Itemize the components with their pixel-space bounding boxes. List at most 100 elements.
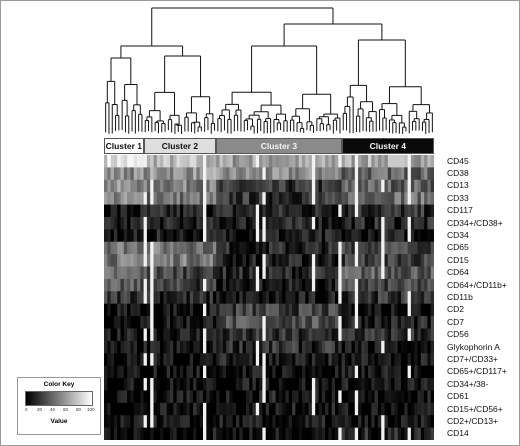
heatmap-cell [321,365,326,379]
heatmap-cell [384,204,389,218]
heatmap-cell [206,278,210,292]
heatmap-cell [371,155,375,168]
heatmap-cell [133,353,138,367]
heatmap-cell [308,167,313,181]
heatmap-cell [183,204,187,218]
heatmap-cell [170,291,174,305]
heatmap-cell [123,402,128,416]
heatmap-cell [410,365,415,379]
heatmap-cell [265,179,270,193]
heatmap-cell [206,229,210,243]
heatmap-cell [417,328,422,342]
heatmap-cell [384,415,389,429]
heatmap-cell [424,167,428,181]
heatmap-cell [371,365,375,379]
heatmap-cell [420,241,425,255]
heatmap-cell [381,155,385,168]
heatmap-cell [176,390,181,404]
heatmap-cell [226,278,230,292]
heatmap-cell [404,365,408,379]
heatmap-cell [117,229,121,243]
heatmap-cell [166,427,171,440]
heatmap-cell [407,378,412,391]
heatmap-cell [212,167,217,181]
heatmap-cell [186,266,191,280]
heatmap-cell [203,266,207,280]
heatmap-cell [325,353,329,367]
heatmap-cell [305,155,309,168]
heatmap-cell [179,266,184,280]
heatmap-cell [170,353,174,367]
heatmap-cell [401,402,405,416]
heatmap-cell [344,291,349,305]
heatmap-cell [302,390,306,404]
heatmap-cell [143,204,148,218]
heatmap-cell [308,303,313,317]
heatmap-cell [427,167,432,181]
heatmap-cell [417,291,422,305]
heatmap-cell [321,328,326,342]
heatmap-cell [123,266,128,280]
heatmap-cell [424,155,428,168]
heatmap-cell [113,229,118,243]
heatmap-cell [315,278,319,292]
heatmap-cell [282,254,286,267]
heatmap-cell [166,316,171,329]
heatmap-cell [176,427,181,440]
heatmap-cell [199,216,204,230]
heatmap-cell [242,278,247,292]
heatmap-cell [414,378,418,391]
heatmap-cell [298,266,303,280]
heatmap-cell [183,328,187,342]
heatmap-cell [193,229,197,243]
heatmap-cell [245,390,250,404]
heatmap-cell [404,402,408,416]
heatmap-cell [226,241,230,255]
heatmap-cell [397,291,402,305]
heatmap-cell [302,316,306,329]
heatmap-cell [331,216,336,230]
heatmap-cell [311,390,316,404]
heatmap-cell [308,427,313,440]
heatmap-cell [325,365,329,379]
heatmap-cell [364,415,369,429]
heatmap-cell [364,179,369,193]
heatmap-cell [295,328,300,342]
heatmap-cell [387,427,392,440]
heatmap-cell [265,303,270,317]
heatmap-cell [156,378,161,391]
heatmap-cell [206,340,210,354]
heatmap-cell [245,378,250,391]
heatmap-cell [351,365,356,379]
heatmap-cell [371,415,375,429]
heatmap-cell [196,192,201,205]
heatmap-cell [325,316,329,329]
heatmap-cell [384,316,389,329]
heatmap-cell [189,316,194,329]
heatmap-cell [219,291,224,305]
heatmap-cell [146,179,151,193]
heatmap-cell [170,303,174,317]
heatmap-cell [381,328,385,342]
heatmap-cell [259,278,263,292]
heatmap-cell [338,179,342,193]
heatmap-cell [374,266,379,280]
heatmap-cell [236,192,240,205]
heatmap-cell [245,402,250,416]
heatmap-cell [259,229,263,243]
heatmap-cell [348,328,352,342]
heatmap-cell [110,340,115,354]
color-key-tick: 20 [37,407,43,412]
heatmap-cell [381,402,385,416]
heatmap-cell [341,303,346,317]
heatmap-cell [275,316,280,329]
heatmap-cell [308,241,313,255]
heatmap-cell [321,241,326,255]
heatmap-cell [374,415,379,429]
heatmap-cell [110,390,115,404]
heatmap-cell [176,179,181,193]
heatmap-cell [341,316,346,329]
heatmap-cell [420,204,425,218]
heatmap-cell [236,216,240,230]
heatmap-cell [209,316,214,329]
